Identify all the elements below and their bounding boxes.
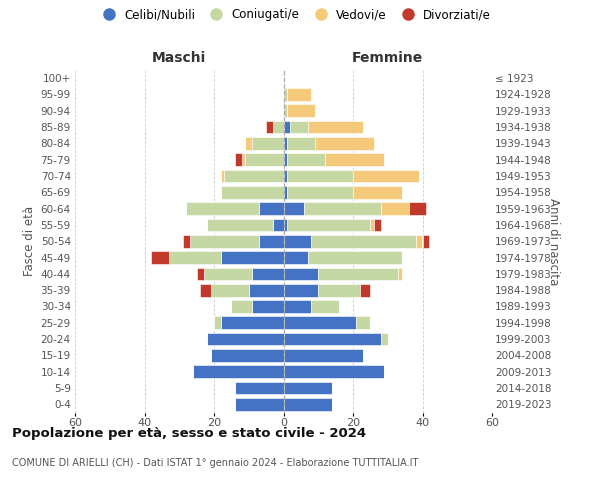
Bar	[318, 284, 360, 296]
Bar	[235, 398, 284, 410]
Bar	[409, 202, 426, 215]
Bar	[284, 218, 287, 232]
Bar	[186, 202, 259, 215]
Bar	[252, 268, 284, 280]
Bar	[284, 268, 318, 280]
Bar	[200, 284, 211, 296]
Bar	[381, 202, 409, 215]
Bar	[235, 154, 242, 166]
Bar	[197, 268, 203, 280]
Bar	[193, 366, 284, 378]
Bar	[221, 186, 284, 198]
Text: Femmine: Femmine	[352, 51, 424, 65]
Bar	[183, 235, 190, 248]
Bar	[287, 154, 325, 166]
Bar	[374, 218, 381, 232]
Y-axis label: Fasce di età: Fasce di età	[23, 206, 37, 276]
Bar	[224, 170, 284, 182]
Bar	[304, 202, 381, 215]
Bar	[356, 316, 370, 329]
Bar	[284, 300, 311, 313]
Bar	[287, 88, 311, 101]
Bar	[416, 235, 422, 248]
Bar	[284, 170, 287, 182]
Bar	[252, 137, 284, 150]
Bar	[287, 104, 315, 117]
Bar	[284, 349, 364, 362]
Bar	[207, 218, 273, 232]
Bar	[287, 170, 353, 182]
Bar	[290, 120, 308, 134]
Bar	[284, 202, 304, 215]
Bar	[398, 268, 401, 280]
Bar	[287, 137, 315, 150]
Bar	[245, 137, 252, 150]
Legend: Celibi/Nubili, Coniugati/e, Vedovi/e, Divorziati/e: Celibi/Nubili, Coniugati/e, Vedovi/e, Di…	[92, 4, 496, 26]
Bar	[284, 382, 332, 394]
Text: Maschi: Maschi	[152, 51, 206, 65]
Bar	[353, 186, 401, 198]
Bar	[284, 332, 381, 345]
Bar	[245, 154, 284, 166]
Bar	[370, 218, 374, 232]
Text: COMUNE DI ARIELLI (CH) - Dati ISTAT 1° gennaio 2024 - Elaborazione TUTTITALIA.IT: COMUNE DI ARIELLI (CH) - Dati ISTAT 1° g…	[12, 458, 418, 468]
Text: Popolazione per età, sesso e stato civile - 2024: Popolazione per età, sesso e stato civil…	[12, 428, 366, 440]
Bar	[207, 332, 284, 345]
Bar	[151, 251, 169, 264]
Bar	[273, 218, 284, 232]
Bar	[308, 251, 401, 264]
Bar	[211, 284, 249, 296]
Bar	[221, 170, 224, 182]
Bar	[284, 186, 287, 198]
Bar	[360, 284, 370, 296]
Bar	[252, 300, 284, 313]
Bar	[203, 268, 252, 280]
Bar	[242, 154, 245, 166]
Bar	[266, 120, 273, 134]
Bar	[308, 120, 364, 134]
Bar	[287, 186, 353, 198]
Bar	[381, 332, 388, 345]
Bar	[284, 235, 311, 248]
Bar	[169, 251, 221, 264]
Bar	[235, 382, 284, 394]
Bar	[325, 154, 384, 166]
Bar	[284, 104, 287, 117]
Bar	[249, 284, 284, 296]
Bar	[284, 88, 287, 101]
Bar	[311, 235, 416, 248]
Y-axis label: Anni di nascita: Anni di nascita	[547, 198, 560, 285]
Bar	[284, 154, 287, 166]
Bar	[353, 170, 419, 182]
Bar	[284, 120, 290, 134]
Bar	[284, 251, 308, 264]
Bar	[287, 218, 370, 232]
Bar	[284, 284, 318, 296]
Bar	[315, 137, 374, 150]
Bar	[214, 316, 221, 329]
Bar	[284, 366, 384, 378]
Bar	[284, 137, 287, 150]
Bar	[259, 202, 284, 215]
Bar	[273, 120, 284, 134]
Bar	[318, 268, 398, 280]
Bar	[211, 349, 284, 362]
Bar	[284, 316, 356, 329]
Bar	[232, 300, 252, 313]
Bar	[311, 300, 339, 313]
Bar	[221, 251, 284, 264]
Bar	[422, 235, 430, 248]
Bar	[259, 235, 284, 248]
Bar	[284, 398, 332, 410]
Bar	[221, 316, 284, 329]
Bar	[190, 235, 259, 248]
